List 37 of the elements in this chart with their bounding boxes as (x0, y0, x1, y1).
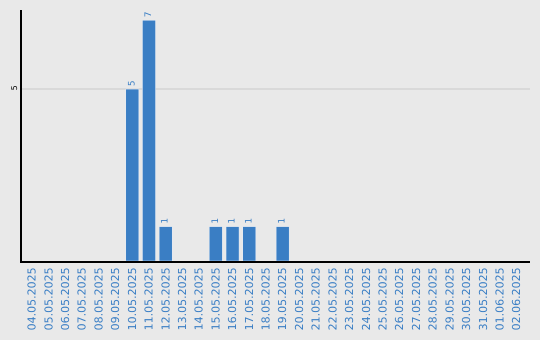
x-tick-label: 08.05.2025 (92, 267, 106, 330)
x-tick-label: 20.05.2025 (292, 267, 306, 330)
x-tick-label: 26.05.2025 (393, 267, 406, 330)
x-tick-label: 14.05.2025 (192, 267, 206, 330)
x-tick-label: 04.05.2025 (26, 267, 39, 330)
x-tick-label: 24.05.2025 (360, 267, 373, 330)
data-label: 1 (278, 218, 288, 224)
x-tick-label: 22.05.2025 (326, 267, 340, 330)
x-tick-label: 11.05.2025 (142, 267, 156, 330)
data-label: 7 (144, 12, 154, 18)
data-label: 5 (127, 80, 138, 86)
x-tick-label: 02.06.2025 (510, 267, 524, 330)
x-tick-label: 15.05.2025 (209, 267, 222, 330)
x-tick-label: 16.05.2025 (226, 267, 240, 330)
x-tick-label: 29.05.2025 (443, 267, 456, 330)
x-tick-label: 01.06.2025 (493, 267, 506, 330)
x-tick-label: 31.05.2025 (476, 267, 490, 330)
x-tick-label: 27.05.2025 (410, 267, 423, 330)
data-label: 1 (160, 218, 171, 224)
x-tick-label: 07.05.2025 (76, 267, 89, 330)
data-label: 1 (228, 218, 238, 224)
data-label: 1 (210, 218, 221, 224)
x-tick-label: 18.05.2025 (260, 267, 273, 330)
x-tick-label: 28.05.2025 (426, 267, 440, 330)
x-tick-label: 13.05.2025 (176, 267, 189, 330)
x-tick-label: 17.05.2025 (242, 267, 256, 330)
x-tick-label: 09.05.2025 (109, 267, 122, 330)
x-tick-label: 30.05.2025 (460, 267, 474, 330)
x-tick-label: 05.05.2025 (42, 267, 56, 330)
x-tick-label: 06.05.2025 (59, 267, 72, 330)
x-tick-label: 21.05.2025 (310, 267, 323, 330)
x-tick-label: 19.05.2025 (276, 267, 290, 330)
x-tick-label: 10.05.2025 (126, 267, 139, 330)
x-tick-label: 25.05.2025 (376, 267, 390, 330)
data-label: 1 (244, 218, 254, 224)
x-tick-label: 12.05.2025 (159, 267, 172, 330)
x-tick-label: 23.05.2025 (343, 267, 356, 330)
